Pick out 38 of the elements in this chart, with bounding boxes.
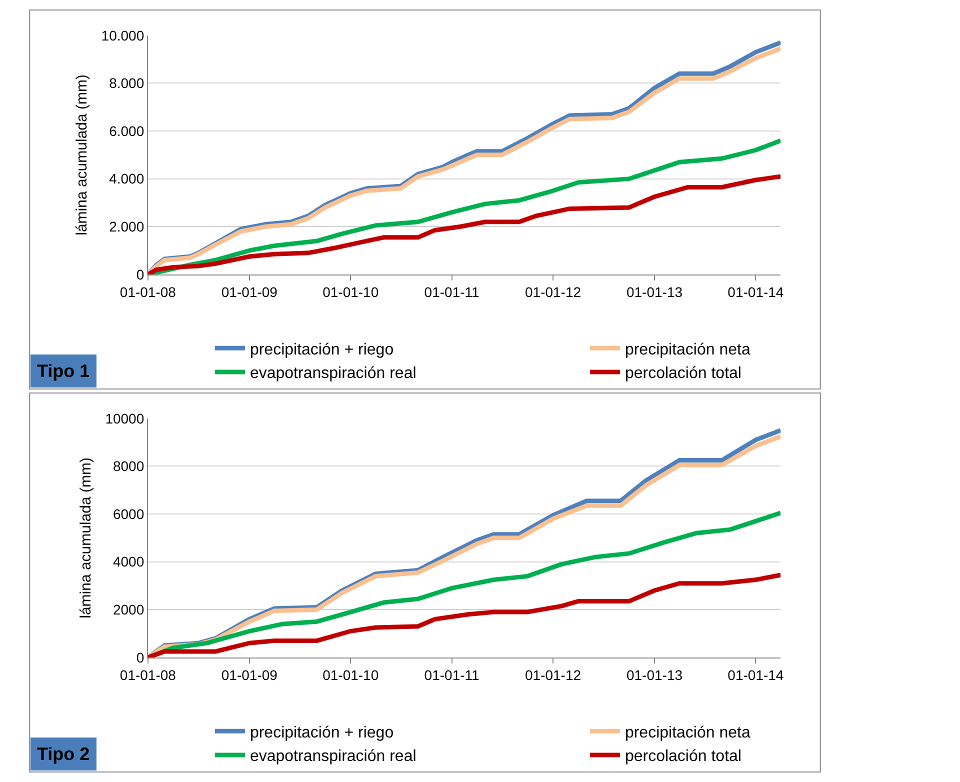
legend-label: precipitación neta	[624, 341, 750, 358]
y-tick-label: 6.000	[109, 122, 144, 139]
y-tick-label: 4.000	[109, 170, 144, 187]
x-tick-label: 01-01-11	[424, 284, 480, 300]
y-axis-title: lámina acumulada (mm)	[77, 457, 94, 618]
y-axis-title: lámina acumulada (mm)	[74, 74, 91, 236]
x-tick-label: 01-01-13	[626, 667, 683, 684]
x-tick-label: 01-01-09	[221, 667, 278, 684]
y-tick-label: 8.000	[109, 75, 144, 92]
legend-label: evapotranspiración real	[250, 365, 416, 382]
text: Tipo 1	[37, 361, 90, 381]
legend-label: evapotranspiración real	[250, 748, 416, 766]
x-tick-label: 01-01-11	[424, 667, 480, 684]
x-tick-label: 01-01-14	[728, 667, 784, 684]
y-tick-label: 6000	[112, 506, 144, 522]
y-tick-label: 10000	[105, 410, 144, 426]
x-tick-label: 01-01-10	[322, 284, 379, 300]
x-tick-label: 01-01-08	[120, 667, 176, 684]
x-tick-label: 01-01-09	[221, 284, 278, 300]
y-tick-label: 0	[136, 266, 144, 282]
x-tick-label: 01-01-14	[728, 284, 784, 300]
y-tick-label: 0	[136, 649, 144, 666]
legend-label: precipitación neta	[624, 724, 750, 742]
legend-label: precipitación + riego	[250, 724, 394, 742]
y-tick-label: 8000	[112, 458, 144, 474]
x-tick-label: 01-01-12	[524, 667, 582, 684]
x-tick-label: 01-01-10	[322, 667, 379, 684]
x-tick-label: 01-01-08	[120, 284, 176, 300]
legend-label: precipitación + riego	[250, 341, 394, 358]
y-tick-label: 2.000	[109, 218, 144, 235]
legend-label: percolación total	[624, 365, 742, 382]
legend-label: percolación total	[624, 748, 742, 766]
text: Tipo 2	[37, 744, 90, 764]
x-tick-label: 01-01-13	[626, 284, 683, 300]
y-tick-label: 2000	[112, 602, 144, 618]
y-tick-label: 4000	[112, 554, 144, 570]
x-tick-label: 01-01-12	[524, 284, 582, 300]
y-tick-label: 10.000	[101, 27, 144, 44]
